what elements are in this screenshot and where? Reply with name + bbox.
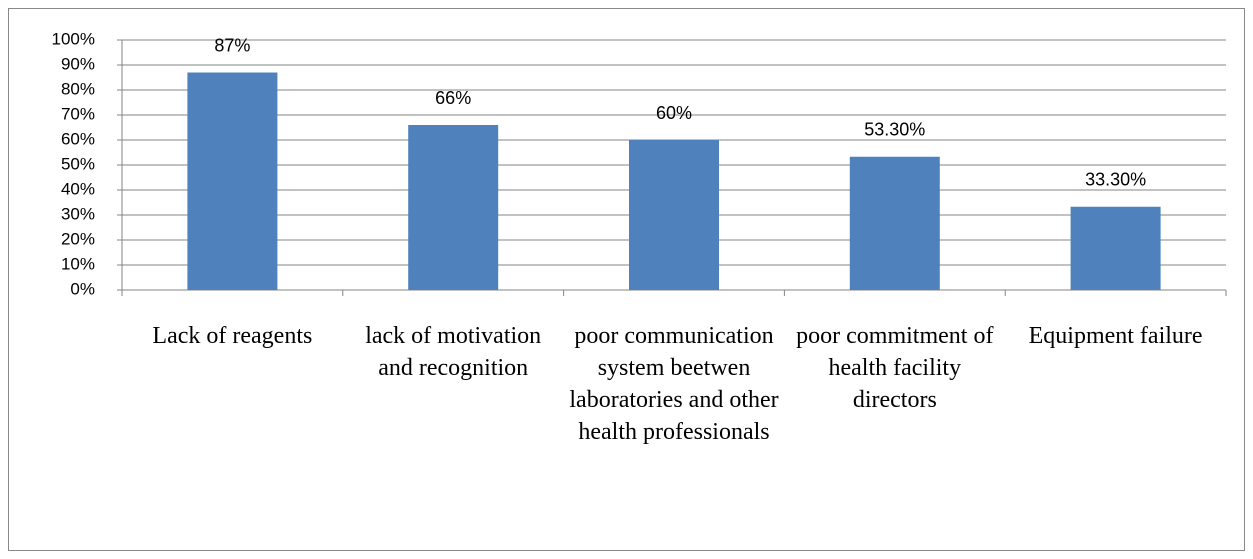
x-tick-label-box: Lack of reagents — [152, 323, 313, 349]
y-tick-label: 90% — [61, 54, 95, 73]
y-tick-label: 80% — [61, 79, 95, 98]
y-tick-label: 50% — [61, 154, 95, 173]
data-label: 60% — [656, 103, 692, 123]
data-label: 33.30% — [1085, 170, 1146, 190]
bar — [187, 72, 278, 290]
y-tick-label: 20% — [61, 229, 95, 248]
x-tick-label-box: poor communication system beetwen labora… — [569, 323, 779, 445]
bar — [408, 125, 499, 290]
x-tick-label-box: lack of motivation and recognition — [365, 323, 542, 381]
data-label: 66% — [435, 88, 471, 108]
data-label: 87% — [214, 35, 250, 55]
x-tick-label-box: Equipment failure — [1028, 323, 1203, 349]
x-tick-label: Equipment failure — [1028, 323, 1203, 349]
y-tick-label: 30% — [61, 204, 95, 223]
y-tick-label: 0% — [70, 279, 95, 298]
bar — [1070, 206, 1161, 290]
bar — [849, 156, 940, 290]
x-tick-label: Lack of reagents — [152, 323, 313, 349]
y-tick-label: 60% — [61, 129, 95, 148]
y-tick-label: 10% — [61, 254, 95, 273]
x-tick-label: poor commitment of health facility direc… — [796, 323, 994, 413]
y-tick-label: 100% — [52, 29, 95, 48]
y-tick-label: 70% — [61, 104, 95, 123]
y-tick-label: 40% — [61, 179, 95, 198]
x-tick-label-box: poor commitment of health facility direc… — [796, 323, 994, 413]
x-tick-label: poor communication system beetwen labora… — [569, 323, 779, 445]
data-label: 53.30% — [864, 120, 925, 140]
bar — [629, 140, 719, 290]
x-tick-label: lack of motivation and recognition — [365, 323, 542, 381]
